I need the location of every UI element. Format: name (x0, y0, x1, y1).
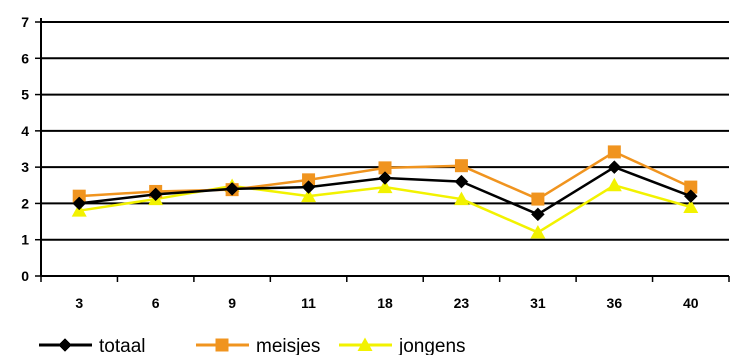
point-meisjes-23 (454, 159, 468, 173)
point-totaal-36 (607, 160, 622, 174)
point-totaal-23 (454, 174, 469, 189)
point-totaal-18 (378, 171, 392, 185)
point-meisjes-18 (378, 161, 392, 175)
legend-label-meisjes: meisjes (256, 336, 320, 355)
point-totaal-9 (225, 182, 239, 196)
x-tick-label-23: 23 (454, 295, 470, 311)
point-totaal-40 (683, 189, 698, 204)
y-tick-label-7: 7 (21, 14, 29, 30)
x-tick-label-6: 6 (152, 295, 160, 311)
series-jongens (71, 177, 699, 239)
y-tick-label-1: 1 (21, 232, 29, 248)
x-tick-label-18: 18 (377, 295, 393, 311)
point-meisjes-40 (684, 180, 698, 194)
y-tick-label-3: 3 (21, 159, 29, 175)
point-totaal-6 (148, 187, 163, 202)
y-tick-labels: 0 1 2 3 4 5 6 7 (21, 14, 29, 284)
x-tick-label-3: 3 (75, 295, 83, 311)
point-meisjes-36 (607, 145, 621, 159)
y-tick-label-4: 4 (21, 123, 29, 139)
x-tick-label-36: 36 (607, 295, 623, 311)
legend-item-jongens: jongens (339, 336, 466, 355)
y-tick-label-5: 5 (21, 87, 29, 103)
y-tick-label-6: 6 (21, 50, 29, 66)
point-jongens-11 (301, 188, 317, 203)
point-jongens-40 (683, 199, 699, 214)
point-totaal-11 (301, 180, 316, 194)
point-totaal-3 (72, 196, 87, 211)
y-tick-label-2: 2 (21, 195, 29, 211)
axes (35, 18, 730, 282)
legend-label-jongens: jongens (398, 336, 466, 355)
point-meisjes-31 (531, 192, 545, 206)
series-lines (71, 145, 699, 239)
legend-marker-jongens (357, 337, 373, 351)
legend: totaal meisjes jongens (39, 336, 466, 355)
point-totaal-31 (531, 207, 545, 222)
point-jongens-31 (530, 224, 546, 239)
point-jongens-36 (606, 177, 622, 192)
point-meisjes-3 (72, 189, 86, 203)
point-jongens-23 (453, 191, 469, 206)
x-tick-label-31: 31 (530, 295, 546, 311)
x-tick-label-40: 40 (683, 295, 699, 311)
y-tick-label-0: 0 (21, 268, 29, 284)
x-tick-labels: 3 6 9 11 18 23 31 36 40 (75, 295, 698, 311)
legend-label-totaal: totaal (99, 336, 145, 355)
legend-marker-meisjes (215, 338, 229, 352)
series-totaal (72, 160, 698, 222)
grid-lines (41, 21, 729, 241)
legend-item-totaal: totaal (39, 336, 145, 355)
x-tick-label-9: 9 (228, 295, 236, 311)
x-tick-label-11: 11 (301, 295, 316, 311)
legend-item-meisjes: meisjes (196, 336, 320, 355)
point-jongens-18 (377, 179, 393, 194)
legend-marker-totaal (58, 338, 72, 352)
point-meisjes-11 (302, 173, 316, 187)
